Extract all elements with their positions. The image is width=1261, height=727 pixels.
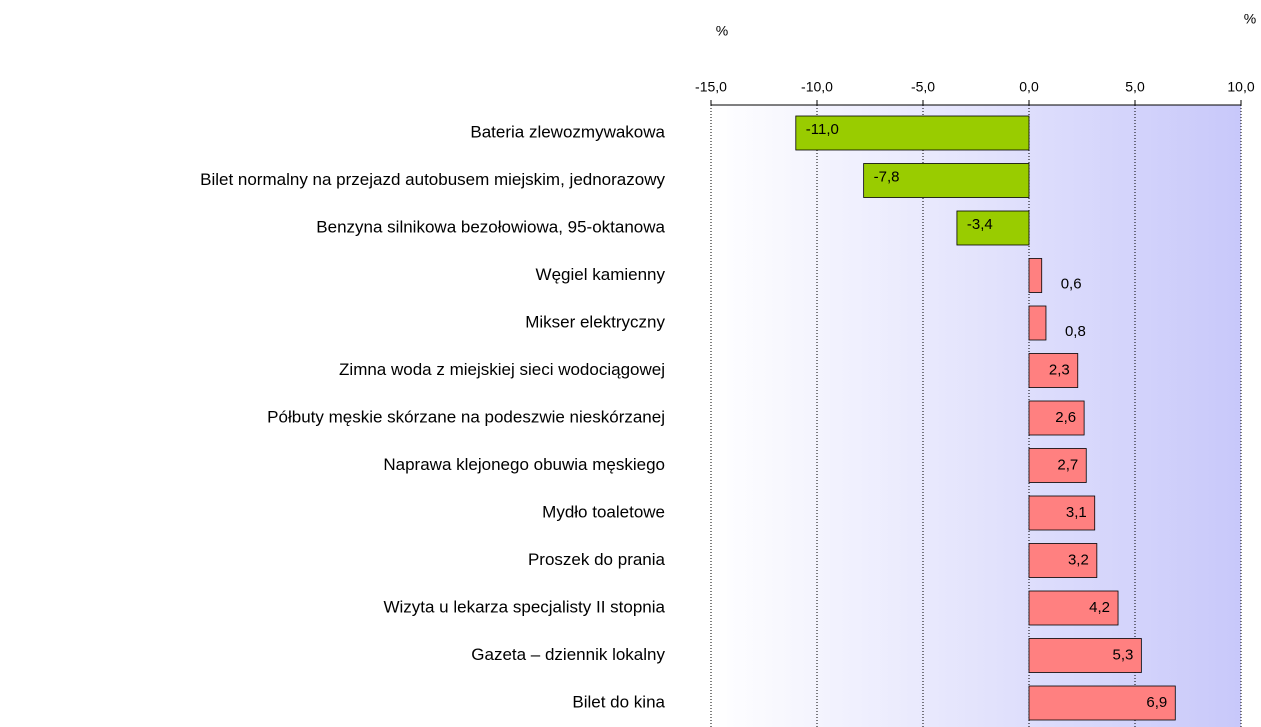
y-tick-label: Bateria zlewozmywakowa [470,122,665,141]
value-label: 3,1 [1066,504,1087,521]
y-tick-label: Zimna woda z miejskiej sieci wodociągowe… [339,360,665,379]
value-label: 5,3 [1113,646,1134,663]
value-label: -3,4 [967,216,993,233]
y-tick-label: Węgiel kamienny [536,265,666,284]
x-tick-label: 5,0 [1125,79,1145,95]
y-tick-label: Mydło toaletowe [542,502,665,521]
y-tick-label: Bilet normalny na przejazd autobusem mie… [200,170,665,189]
bar [1028,400,1085,436]
bar [1028,590,1119,626]
bar [1028,353,1079,388]
y-tick-label: Naprawa klejonego obuwia męskiego [383,455,665,474]
x-tick-label: 10,0 [1227,79,1254,95]
bar [1028,495,1096,531]
y-tick-label: Mikser elektryczny [525,312,665,331]
y-tick-label: Bilet do kina [572,692,665,711]
value-label: -11,0 [806,121,839,138]
unit-label: % [716,23,728,39]
y-tick-label: Gazeta – dziennik lokalny [471,645,665,664]
value-label: 2,3 [1049,361,1070,378]
value-label: 0,8 [1065,323,1086,340]
value-label: 0,6 [1061,275,1082,292]
x-tick-label: 0,0 [1019,79,1039,95]
value-label: 6,9 [1146,694,1167,711]
x-tick-label: -15,0 [695,79,727,95]
value-label: 2,6 [1055,409,1076,426]
value-label: 4,2 [1089,599,1110,616]
y-tick-label: Wizyta u lekarza specjalisty II stopnia [383,597,665,616]
y-tick-label: Półbuty męskie skórzane na podeszwie nie… [267,407,665,426]
y-tick-label: Proszek do prania [528,550,666,569]
value-label: 3,2 [1068,551,1089,568]
bar [1028,543,1098,578]
bar [1028,685,1176,721]
y-tick-label: Benzyna silnikowa bezołowiowa, 95-oktano… [316,217,665,236]
bar [1028,448,1087,483]
plot-area [711,105,1241,727]
unit-label: % [1244,11,1256,27]
bar [1028,638,1142,673]
x-tick-label: -10,0 [801,79,833,95]
bar [1028,258,1043,293]
bar [956,210,1030,246]
value-label: -7,8 [874,168,900,185]
bar [863,163,1030,198]
x-tick-label: -5,0 [911,79,935,95]
bar [795,115,1030,151]
bar [1028,305,1047,341]
value-label: 2,7 [1057,456,1078,473]
